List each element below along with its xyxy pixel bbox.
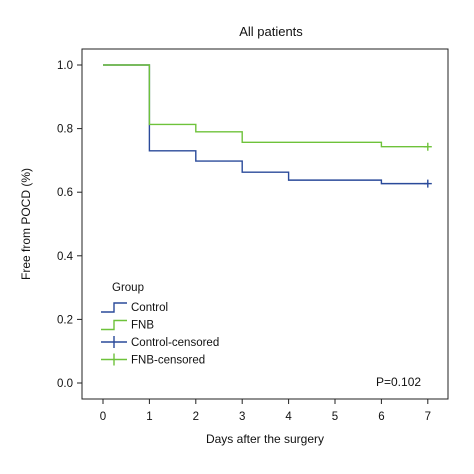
legend-label-control: Control — [131, 302, 168, 314]
censor-mark-control-censored — [423, 179, 432, 188]
p-value-annotation: P=0.102 — [376, 375, 421, 389]
x-tick-label: 4 — [285, 411, 292, 423]
legend-title: Group — [112, 282, 144, 294]
x-axis-label: Days after the surgery — [206, 432, 324, 446]
censor-mark-fnb-censored — [423, 142, 432, 151]
x-tick-label: 6 — [378, 411, 384, 423]
y-tick-label: 0.6 — [57, 187, 73, 199]
x-axis-ticks: 0 1 2 3 4 5 6 7 — [100, 399, 431, 423]
y-axis-label: Free from POCD (%) — [19, 168, 33, 280]
x-tick-label: 0 — [100, 411, 106, 423]
chart-title: All patients — [239, 24, 303, 39]
y-tick-label: 1.0 — [57, 60, 73, 72]
x-tick-label: 3 — [239, 411, 245, 423]
legend-label-fnb-censored: FNB-censored — [131, 355, 205, 367]
x-tick-label: 5 — [332, 411, 338, 423]
y-tick-label: 0.2 — [57, 314, 73, 326]
x-tick-label: 1 — [146, 411, 152, 423]
legend-swatch-fnb — [101, 319, 127, 331]
legend-label-fnb: FNB — [131, 320, 154, 332]
legend-swatch-control-censored — [101, 336, 127, 348]
legend: Group Control FNB Control-censored FNB-cens… — [101, 282, 219, 367]
series-line-control — [103, 64, 428, 185]
legend-label-control-censored: Control-censored — [131, 337, 219, 349]
series-line-fnb — [103, 64, 428, 148]
y-tick-label: 0.0 — [57, 378, 73, 390]
y-tick-label: 0.4 — [57, 251, 74, 263]
x-tick-label: 7 — [425, 411, 431, 423]
legend-swatch-control — [101, 302, 127, 313]
x-tick-label: 2 — [193, 411, 199, 423]
legend-swatch-fnb-censored — [101, 353, 127, 366]
y-tick-label: 0.8 — [57, 124, 73, 136]
y-axis-ticks: 0.0 0.2 0.4 0.6 0.8 1.0 — [57, 60, 82, 390]
plot-frame — [81, 48, 449, 400]
series-layer — [103, 64, 432, 188]
